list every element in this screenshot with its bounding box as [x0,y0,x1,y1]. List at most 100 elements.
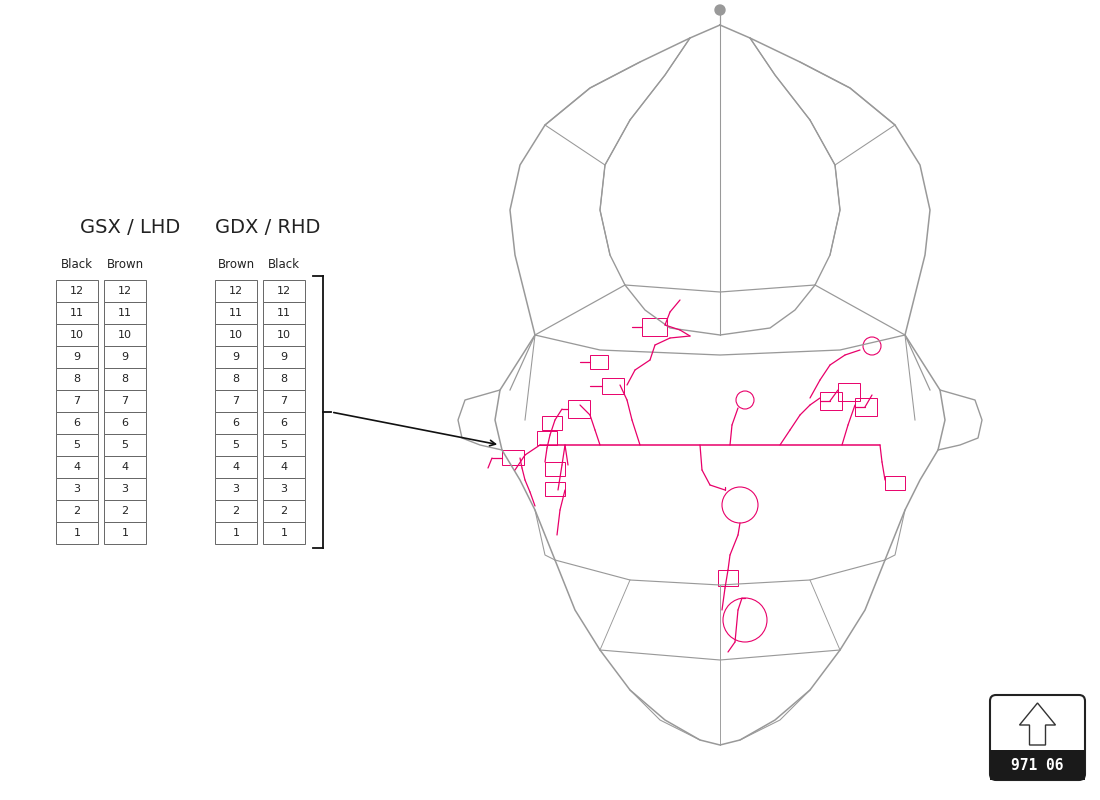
Text: GDX / RHD: GDX / RHD [214,218,320,237]
Bar [104,434,146,456]
Bar [104,346,146,368]
Bar [568,400,590,418]
Bar [263,302,305,324]
Bar [104,280,146,302]
Text: 5: 5 [232,440,240,450]
Text: 6: 6 [121,418,129,428]
Bar [214,500,257,522]
Bar [104,324,146,346]
Bar [263,456,305,478]
Text: 3: 3 [232,484,240,494]
Text: 3: 3 [121,484,129,494]
Bar [56,478,98,500]
Bar [56,522,98,544]
Text: 1: 1 [280,528,287,538]
Bar [263,280,305,302]
Text: 2: 2 [121,506,129,516]
Text: 10: 10 [118,330,132,340]
Bar [214,412,257,434]
Bar [214,324,257,346]
Text: 4: 4 [232,462,240,472]
Bar [56,434,98,456]
Bar [104,456,146,478]
Bar [214,346,257,368]
Bar [214,368,257,390]
Text: 9: 9 [280,352,287,362]
Text: 9: 9 [232,352,240,362]
Bar [56,346,98,368]
Text: 7: 7 [232,396,240,406]
Circle shape [715,5,725,15]
Bar [263,500,305,522]
Text: 6: 6 [280,418,287,428]
Bar [544,462,565,476]
Bar [544,482,565,496]
Bar [263,434,305,456]
Text: 12: 12 [70,286,84,296]
Text: 12: 12 [277,286,292,296]
Bar [214,478,257,500]
Bar [263,390,305,412]
Text: 8: 8 [232,374,240,384]
Bar [263,368,305,390]
Text: 6: 6 [74,418,80,428]
Text: 9: 9 [74,352,80,362]
Bar [104,302,146,324]
Text: 3: 3 [280,484,287,494]
Bar [263,324,305,346]
Bar [56,324,98,346]
Bar [104,478,146,500]
Text: 11: 11 [229,308,243,318]
Text: 2: 2 [280,506,287,516]
Bar [56,280,98,302]
Bar [214,456,257,478]
Text: 10: 10 [70,330,84,340]
Bar [990,750,1085,765]
Bar [990,750,1085,780]
Text: Black: Black [60,258,94,271]
Text: 5: 5 [121,440,129,450]
Bar [263,478,305,500]
Text: 3: 3 [74,484,80,494]
FancyBboxPatch shape [990,750,1085,780]
Text: 9: 9 [121,352,129,362]
Bar [104,412,146,434]
Text: 4: 4 [280,462,287,472]
Bar [214,522,257,544]
Text: 2: 2 [232,506,240,516]
Bar [56,456,98,478]
Bar [886,476,905,490]
Bar [104,500,146,522]
Text: 2: 2 [74,506,80,516]
Text: 12: 12 [118,286,132,296]
Bar [56,302,98,324]
Text: 4: 4 [121,462,129,472]
Text: 1: 1 [74,528,80,538]
Bar [263,346,305,368]
Text: 1: 1 [232,528,240,538]
FancyBboxPatch shape [990,695,1085,780]
Text: 7: 7 [74,396,80,406]
Bar [542,416,562,430]
Text: 5: 5 [74,440,80,450]
Text: 10: 10 [277,330,292,340]
Text: 11: 11 [277,308,292,318]
Text: 8: 8 [121,374,129,384]
Bar [104,522,146,544]
Bar [214,390,257,412]
Text: 4: 4 [74,462,80,472]
Bar [214,434,257,456]
Bar [104,368,146,390]
Text: Brown: Brown [107,258,144,271]
Bar [838,383,860,401]
Bar [263,412,305,434]
Text: 7: 7 [280,396,287,406]
Bar [537,431,557,445]
Bar [718,570,738,586]
Text: 971 06: 971 06 [1011,758,1064,773]
Text: 10: 10 [229,330,243,340]
Text: 7: 7 [121,396,129,406]
Bar [104,390,146,412]
Bar [56,412,98,434]
Text: 11: 11 [70,308,84,318]
